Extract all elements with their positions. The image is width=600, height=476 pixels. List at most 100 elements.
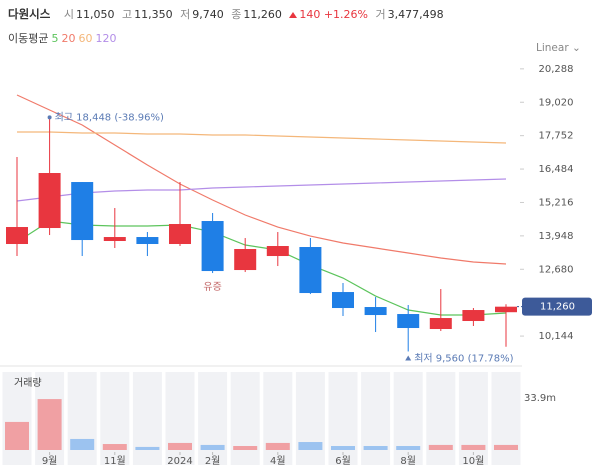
value: 11,050 <box>75 8 115 21</box>
volume-column <box>458 372 488 465</box>
x-tick-label: 6월 <box>335 455 351 467</box>
legend-title: 이동평균 <box>8 32 49 45</box>
volume-column <box>100 372 130 465</box>
low-marker <box>405 355 412 361</box>
legend-entry: 120 <box>95 32 117 45</box>
low-annotation: 최저 9,560 (17.78%) <box>414 352 513 364</box>
candle-body <box>266 246 289 257</box>
x-tick-label: 9월 <box>42 455 58 467</box>
ma-line <box>16 220 507 316</box>
volume-bar <box>265 442 290 450</box>
candle-body <box>299 247 322 294</box>
candle-body <box>103 237 126 242</box>
value: 3,477,498 <box>387 8 444 21</box>
volume-bar <box>168 442 192 450</box>
volume-bar <box>331 446 355 450</box>
volume-column <box>67 372 97 465</box>
volume-bar <box>5 421 29 450</box>
y-tick-label: 10,144 <box>539 331 574 342</box>
last-price-tag <box>522 297 592 316</box>
value: 11,350 <box>134 8 173 21</box>
quote-header: 다원시스 시 11,050 고 11,350 저 9,740 종 11,260 140 … <box>8 6 444 22</box>
volume-column <box>491 372 521 465</box>
x-tick-label: 11월 <box>104 455 126 467</box>
candle-body <box>201 221 224 272</box>
volume-bar <box>298 442 323 450</box>
candle-body <box>169 224 191 245</box>
y-tick-label: 17,752 <box>539 131 574 142</box>
volume-bar <box>396 446 421 450</box>
ma-line <box>16 178 507 202</box>
y-tick-label: 13,948 <box>539 231 574 242</box>
label: 시 <box>63 8 74 21</box>
volume-column <box>393 372 423 465</box>
volume-bar <box>102 444 127 450</box>
scale-dropdown[interactable]: Linear ⌄ <box>536 42 581 54</box>
label: 종 <box>231 8 242 21</box>
scale-label: Linear <box>536 42 569 54</box>
x-tick-label: 8월 <box>400 455 416 467</box>
volume-bar <box>200 444 225 450</box>
candle-body <box>462 310 485 322</box>
x-tick-label: 2024 <box>167 456 192 467</box>
up-icon <box>289 12 298 18</box>
y-tick-label: 33.9m <box>524 393 556 404</box>
label: 고 <box>121 8 133 21</box>
candle-body <box>6 227 28 245</box>
change-pct: +1.26% <box>323 8 368 21</box>
volume-column <box>361 372 391 465</box>
legend: 이동평균 5 20 60 120 <box>8 30 119 46</box>
x-tick-label: 10월 <box>462 455 484 467</box>
candle-body <box>397 314 420 329</box>
x-tick-label: 4월 <box>270 455 286 467</box>
legend-entry: 5 <box>51 32 59 45</box>
candle-body <box>234 249 257 271</box>
y-tick-label: 16,484 <box>539 164 574 175</box>
candle-body <box>429 318 452 330</box>
ma-line <box>16 94 507 265</box>
volume-column <box>263 372 293 465</box>
label: 거 <box>375 8 386 21</box>
volume-column <box>328 372 358 465</box>
volume-column <box>165 372 195 465</box>
volume-bar <box>363 446 388 450</box>
volume-column <box>426 372 456 465</box>
value: 9,740 <box>192 8 224 21</box>
ma-line <box>17 131 507 144</box>
volume-bar <box>233 446 258 450</box>
volume-bar <box>37 399 62 450</box>
label: 저 <box>180 8 191 21</box>
volume-bar <box>494 444 518 450</box>
volume-bar <box>70 438 95 450</box>
volume-column <box>132 372 162 465</box>
high-annotation: 최고 18,448 (-38.96%) <box>55 111 164 123</box>
candle-body <box>332 292 354 309</box>
y-tick-label: 12,680 <box>539 264 574 275</box>
stock-name: 다원시스 <box>8 7 51 21</box>
last-price-label: 11,260 <box>540 302 575 313</box>
volume-column <box>295 372 325 465</box>
event-label: 유증 <box>203 281 221 293</box>
volume-column <box>198 372 228 465</box>
candle-body <box>71 182 94 241</box>
change: 140 <box>299 8 321 21</box>
candle-body <box>38 173 61 229</box>
volume-bar <box>461 444 486 450</box>
high-marker <box>47 115 52 120</box>
volume-bar <box>135 446 160 450</box>
candle-body <box>136 237 159 245</box>
volume-column <box>230 372 260 465</box>
y-tick-label: 15,216 <box>539 197 574 208</box>
value: 11,260 <box>243 8 282 21</box>
y-tick-label: 20,288 <box>539 64 574 75</box>
candle-body <box>495 306 517 313</box>
volume-bar <box>428 444 453 450</box>
volume-title: 거래량 <box>14 377 42 389</box>
legend-entry: 20 <box>61 32 76 45</box>
x-tick-label: 2월 <box>205 455 221 467</box>
candle-body <box>364 307 387 316</box>
legend-entry: 60 <box>78 32 93 45</box>
y-tick-label: 19,020 <box>539 97 574 108</box>
